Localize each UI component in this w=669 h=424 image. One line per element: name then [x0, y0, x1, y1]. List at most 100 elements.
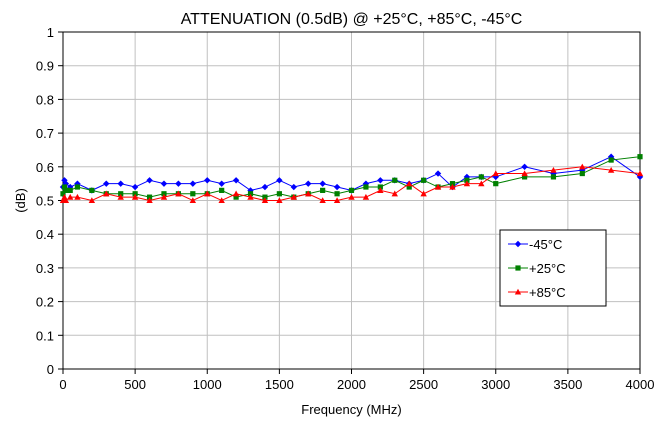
- data-point: [319, 180, 326, 187]
- data-point: [204, 190, 211, 197]
- data-point: [175, 180, 182, 187]
- data-point: [522, 174, 528, 180]
- legend-marker: [515, 265, 521, 271]
- data-point: [160, 180, 168, 187]
- data-point: [261, 197, 269, 204]
- data-point: [377, 177, 384, 184]
- y-tick-label: 0.7: [36, 126, 54, 141]
- data-point: [333, 197, 341, 204]
- data-point: [261, 183, 269, 191]
- data-point: [232, 177, 240, 184]
- data-point: [276, 197, 283, 204]
- data-point: [161, 191, 167, 197]
- data-point: [189, 180, 197, 187]
- y-tick-label: 0.4: [36, 227, 54, 242]
- legend-label: -45°C: [529, 237, 562, 252]
- data-point: [74, 184, 81, 190]
- data-point: [636, 170, 644, 177]
- data-point: [247, 193, 254, 200]
- data-point: [131, 183, 139, 191]
- x-tick-label: 3500: [553, 377, 582, 392]
- data-point: [406, 184, 412, 190]
- data-point: [305, 180, 312, 187]
- data-point: [320, 187, 326, 193]
- data-point: [607, 166, 615, 173]
- data-point: [62, 197, 70, 204]
- data-point: [334, 191, 340, 197]
- data-point: [493, 181, 499, 187]
- data-point: [521, 163, 528, 170]
- legend-label: +25°C: [529, 261, 566, 276]
- data-point: [276, 191, 282, 197]
- data-point: [118, 191, 124, 197]
- data-point: [146, 197, 153, 204]
- y-axis: 0 0.1 0.2 0.3 0.4 0.5 0.6 0.7 0.8 0.9 1: [36, 25, 63, 377]
- data-point: [478, 180, 485, 187]
- y-tick-label: 0.9: [36, 59, 54, 74]
- y-tick-label: 0.2: [36, 295, 54, 310]
- data-point: [463, 180, 471, 187]
- data-point: [305, 190, 312, 197]
- data-point: [146, 177, 153, 184]
- data-point: [348, 187, 355, 193]
- data-point: [117, 180, 124, 187]
- legend-marker: [514, 240, 522, 248]
- data-point: [434, 170, 442, 177]
- data-point: [103, 190, 110, 197]
- data-point: [392, 177, 398, 183]
- data-point: [420, 190, 427, 197]
- data-point: [348, 193, 355, 200]
- series-plus85c: [59, 163, 644, 204]
- data-point: [218, 197, 225, 204]
- data-point: [190, 191, 196, 197]
- data-point: [131, 193, 139, 200]
- data-point: [449, 181, 456, 187]
- data-point: [89, 187, 95, 193]
- data-point: [189, 197, 197, 204]
- data-point: [218, 180, 225, 187]
- data-point: [464, 177, 470, 183]
- data-point: [290, 193, 297, 200]
- data-point: [61, 184, 68, 190]
- data-point: [290, 183, 297, 191]
- data-point: [434, 183, 442, 190]
- data-point: [132, 191, 138, 197]
- data-point: [521, 170, 528, 177]
- data-point: [63, 187, 69, 193]
- legend: -45°C +25°C +85°C: [499, 229, 607, 307]
- data-point: [579, 163, 586, 170]
- chart-title: ATTENUATION (0.5dB) @ +25°C, +85°C, -45°…: [181, 11, 523, 28]
- data-point: [608, 157, 614, 163]
- data-point: [61, 177, 68, 184]
- data-point: [319, 197, 326, 204]
- data-point: [276, 177, 283, 184]
- y-axis-title: (dB): [13, 188, 28, 213]
- data-point: [492, 170, 499, 177]
- x-tick-label: 1500: [265, 377, 294, 392]
- data-point: [579, 170, 585, 177]
- data-point: [232, 190, 240, 197]
- data-point: [363, 184, 369, 190]
- data-point: [550, 174, 557, 180]
- x-tick-label: 4000: [626, 377, 655, 392]
- data-point: [60, 191, 66, 197]
- x-tick-label: 3000: [481, 377, 510, 392]
- data-point: [233, 194, 239, 200]
- data-point: [204, 177, 211, 184]
- y-tick-label: 0.6: [36, 160, 54, 175]
- data-point: [478, 174, 484, 180]
- data-point: [88, 197, 96, 204]
- data-point: [406, 180, 413, 187]
- data-point: [262, 194, 268, 200]
- x-tick-label: 1000: [193, 377, 222, 392]
- y-tick-label: 0.1: [36, 328, 54, 343]
- data-point: [421, 177, 427, 183]
- data-point: [550, 170, 557, 177]
- x-axis-title: Frequency (MHz): [301, 402, 401, 417]
- data-point: [74, 193, 81, 200]
- x-axis: 0 500 1000 1500 2000 2500 3000 3500 4000: [59, 369, 654, 392]
- data-point: [579, 166, 586, 174]
- x-tick-label: 500: [124, 377, 146, 392]
